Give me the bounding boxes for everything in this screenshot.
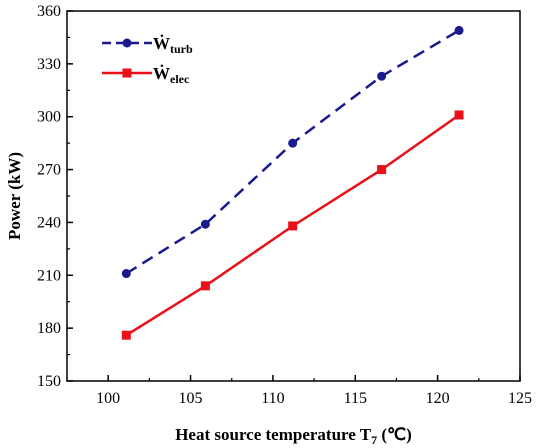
legend-label-turb: Ẇturb <box>153 34 193 56</box>
x-tick-label: 100 <box>96 390 120 407</box>
data-point-turb <box>200 219 210 229</box>
legend-marker-elec <box>122 68 132 78</box>
data-point-turb <box>121 269 131 279</box>
data-point-turb <box>454 25 464 35</box>
plot-area <box>66 10 521 382</box>
series-line-turb <box>125 29 460 275</box>
x-tick-label: 120 <box>426 390 450 407</box>
y-tick-label: 300 <box>37 109 61 126</box>
x-tick-label: 105 <box>179 390 203 407</box>
y-tick-label: 330 <box>37 56 61 73</box>
y-tick-label: 270 <box>37 162 61 179</box>
y-axis-title: Power (kW) <box>5 152 24 240</box>
y-tick-label: 180 <box>37 320 61 337</box>
y-axis: 150 180 210 240 270 300 330 360 <box>37 3 73 390</box>
legend: Ẇturb Ẇelec <box>102 34 193 86</box>
data-point-turb <box>377 71 387 81</box>
y-tick-label: 240 <box>37 214 61 231</box>
legend-label-elec: Ẇelec <box>153 64 190 86</box>
x-tick-label: 125 <box>508 390 532 407</box>
data-point-elec <box>377 165 387 175</box>
x-tick-label: 110 <box>261 390 284 407</box>
data-point-elec <box>200 281 210 291</box>
data-point-elec <box>288 221 298 231</box>
legend-marker-turb <box>122 38 132 48</box>
x-tick-label: 115 <box>344 390 367 407</box>
legend-item-turb: Ẇturb <box>102 34 193 56</box>
legend-item-elec: Ẇelec <box>102 64 190 86</box>
x-axis-title: Heat source temperature T7 (℃) <box>175 425 412 447</box>
x-axis: 100 105 110 115 120 125 <box>66 375 532 407</box>
y-tick-label: 150 <box>37 373 61 390</box>
series-layer <box>121 25 464 340</box>
data-point-elec <box>454 110 464 120</box>
y-tick-label: 210 <box>37 267 61 284</box>
data-point-turb <box>288 138 298 148</box>
plot-frame <box>66 10 521 382</box>
y-tick-label: 360 <box>37 3 61 20</box>
data-point-elec <box>121 330 131 340</box>
